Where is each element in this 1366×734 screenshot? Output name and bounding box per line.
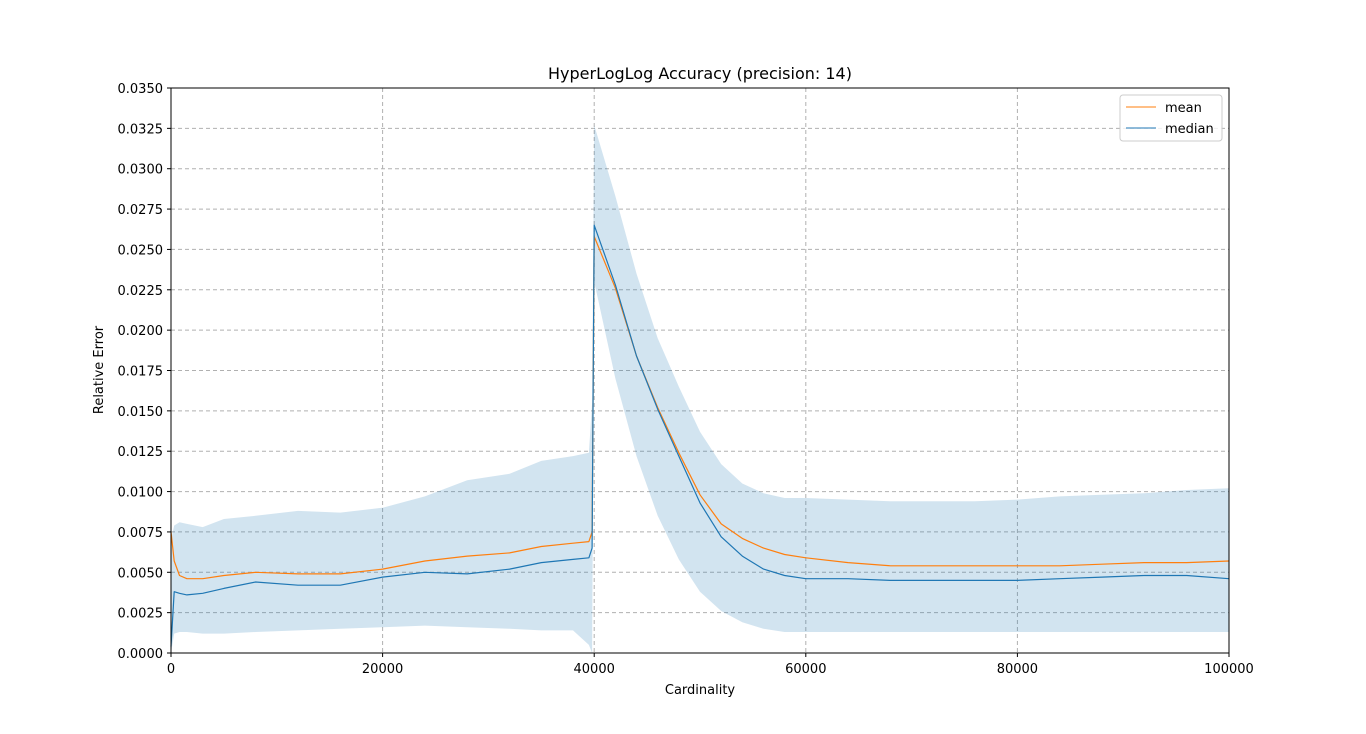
confidence-band-layer xyxy=(171,125,1229,654)
x-tick-label: 0 xyxy=(167,662,175,677)
x-axis-label: Cardinality xyxy=(665,683,736,698)
y-tick-label: 0.0125 xyxy=(118,445,164,460)
grid xyxy=(171,88,1229,653)
legend-label-mean: mean xyxy=(1165,101,1202,116)
x-tick-label: 20000 xyxy=(362,662,403,677)
legend-label-median: median xyxy=(1165,122,1214,137)
y-tick-label: 0.0200 xyxy=(118,324,164,339)
y-tick-label: 0.0275 xyxy=(118,203,164,218)
y-tick-label: 0.0000 xyxy=(118,647,164,662)
y-tick-label: 0.0025 xyxy=(118,607,164,622)
x-tick-label: 60000 xyxy=(785,662,826,677)
y-tick-label: 0.0075 xyxy=(118,526,164,541)
x-tick-label: 80000 xyxy=(997,662,1038,677)
y-tick-label: 0.0225 xyxy=(118,284,164,299)
y-axis-ticks: 0.0000 0.0025 0.0050 0.0075 0.0100 0.0125 0.01… xyxy=(118,82,171,662)
y-tick-label: 0.0175 xyxy=(118,365,164,380)
y-tick-label: 0.0100 xyxy=(118,486,164,501)
legend: mean median xyxy=(1119,94,1223,142)
y-tick-label: 0.0250 xyxy=(118,243,164,258)
x-tick-label: 40000 xyxy=(574,662,615,677)
chart-title: HyperLogLog Accuracy (precision: 14) xyxy=(548,64,852,83)
x-axis-ticks: 0 20000 40000 60000 80000 100000 xyxy=(167,653,1254,677)
confidence-band xyxy=(171,125,1229,654)
y-tick-label: 0.0150 xyxy=(118,405,164,420)
series-layer xyxy=(170,224,1230,647)
y-tick-label: 0.0050 xyxy=(118,566,164,581)
y-tick-label: 0.0350 xyxy=(118,82,164,97)
y-tick-label: 0.0300 xyxy=(118,163,164,178)
y-tick-label: 0.0325 xyxy=(118,122,164,137)
series-line-median xyxy=(170,224,1230,647)
y-axis-label: Relative Error xyxy=(92,325,107,414)
x-tick-label: 100000 xyxy=(1204,662,1254,677)
